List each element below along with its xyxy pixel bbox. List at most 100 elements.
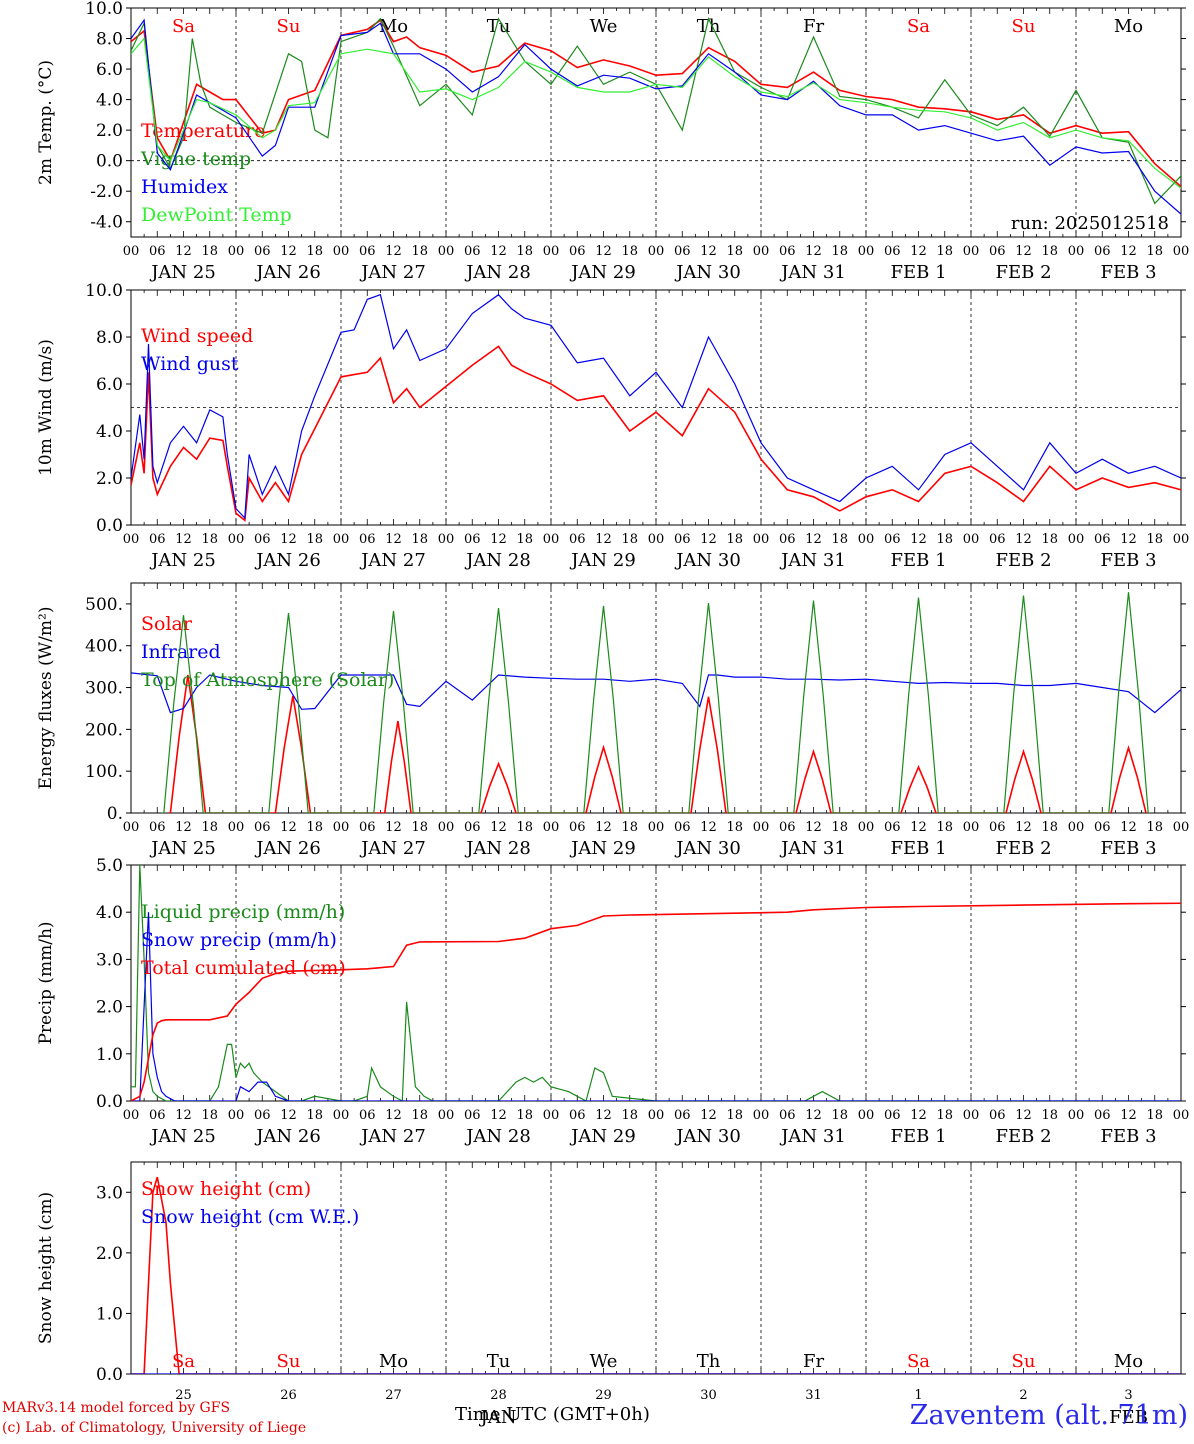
x-hour-label: 06 — [569, 1108, 586, 1123]
x-day-label: JAN 29 — [569, 1126, 636, 1147]
x-hour-label: 00 — [1068, 1108, 1085, 1123]
x-hour-label: 12 — [595, 1108, 612, 1123]
x-hour-label: 00 — [858, 820, 875, 835]
x-day-number: 25 — [175, 1388, 192, 1403]
x-hour-label: 18 — [516, 532, 533, 547]
panel-1: 10.0 8.0 6.0 4.0 2.0 0.0 -2.0 -4.0 2m Temp. (°C)… — [36, 0, 1189, 283]
x-hour-label: 00 — [438, 820, 455, 835]
x-hour-label: 00 — [858, 532, 875, 547]
y-tick-label: 0.0 — [96, 1092, 123, 1112]
y-tick-label: 400. — [85, 637, 123, 657]
x-hour-label: 18 — [1146, 532, 1163, 547]
x-hour-label: 12 — [490, 532, 507, 547]
y-tick-label: 2.0 — [96, 121, 123, 141]
weekday-label: Mo — [1114, 16, 1143, 37]
x-day-number: 2 — [1019, 1388, 1027, 1403]
x-hour-label: 00 — [858, 244, 875, 259]
x-day-label: JAN 26 — [254, 1126, 321, 1147]
x-hour-label: 06 — [254, 1108, 271, 1123]
y-axis-label: 10m Wind (m/s) — [36, 339, 56, 476]
x-hour-label: 18 — [726, 820, 743, 835]
series-vigne-temp-line — [131, 16, 1181, 205]
x-day-label: JAN 30 — [674, 838, 741, 859]
y-tick-label: 100. — [85, 762, 123, 782]
x-day-label: JAN 25 — [149, 838, 216, 859]
x-day-number: 1 — [914, 1388, 922, 1403]
legend-series-infrared: Infrared — [141, 641, 221, 663]
x-hour-label: 06 — [149, 1108, 166, 1123]
x-hour-label: 12 — [910, 532, 927, 547]
x-day-number: 26 — [280, 1388, 297, 1403]
x-hour-label: 06 — [359, 820, 376, 835]
x-day-label: JAN 25 — [149, 1126, 216, 1147]
x-month-label: JAN — [479, 1407, 517, 1428]
x-hour-label: 00 — [1068, 820, 1085, 835]
x-day-number: 28 — [490, 1388, 507, 1403]
x-hour-label: 00 — [228, 532, 245, 547]
x-hour-label: 06 — [1094, 244, 1111, 259]
x-hour-label: 18 — [726, 1108, 743, 1123]
series-snow-precip-mm-h-line — [131, 912, 1181, 1101]
x-hour-label: 06 — [1094, 1108, 1111, 1123]
y-tick-label: 8.0 — [96, 30, 123, 50]
x-hour-label: 18 — [516, 820, 533, 835]
x-hour-label: 18 — [306, 244, 323, 259]
x-hour-label: 00 — [753, 1108, 770, 1123]
x-day-label: JAN 31 — [779, 838, 846, 859]
x-hour-label: 12 — [595, 532, 612, 547]
y-tick-label: 2.0 — [96, 998, 123, 1018]
x-hour-label: 00 — [753, 820, 770, 835]
series-temperature-line — [131, 19, 1181, 188]
y-tick-label: 3.0 — [96, 950, 123, 970]
weekday-label: Mo — [1114, 1351, 1143, 1372]
x-hour-label: 06 — [989, 532, 1006, 547]
y-tick-label: 0.0 — [96, 152, 123, 172]
legend-series-vigne-temp: Vigne temp — [140, 148, 251, 170]
x-hour-label: 12 — [910, 244, 927, 259]
x-hour-label: 06 — [884, 1108, 901, 1123]
x-hour-label: 06 — [779, 1108, 796, 1123]
x-hour-label: 06 — [674, 820, 691, 835]
x-hour-label: 00 — [228, 244, 245, 259]
x-hour-label: 06 — [1094, 820, 1111, 835]
x-day-label: JAN 27 — [359, 838, 426, 859]
x-hour-label: 12 — [385, 1108, 402, 1123]
y-tick-label: 500. — [85, 595, 123, 615]
x-hour-label: 00 — [648, 820, 665, 835]
x-hour-label: 18 — [621, 820, 638, 835]
x-hour-label: 18 — [831, 532, 848, 547]
x-hour-label: 18 — [516, 1108, 533, 1123]
x-day-label: FEB 1 — [890, 550, 946, 571]
credit-lab: (c) Lab. of Climatology, University of L… — [2, 1420, 307, 1436]
x-hour-label: 18 — [1041, 820, 1058, 835]
legend-series-total-cumulated-cm: Total cumulated (cm) — [141, 957, 346, 979]
legend-series-wind-gust: Wind gust — [141, 353, 239, 375]
x-hour-label: 00 — [963, 244, 980, 259]
x-day-label: FEB 3 — [1100, 262, 1156, 283]
x-hour-label: 12 — [490, 820, 507, 835]
x-day-label: JAN 31 — [779, 262, 846, 283]
series-top-of-atmosphere-solar-line — [161, 592, 1151, 813]
x-hour-label: 18 — [1041, 532, 1058, 547]
y-tick-label: 6.0 — [96, 375, 123, 395]
x-hour-label: 12 — [1015, 244, 1032, 259]
legend-series-humidex: Humidex — [141, 176, 228, 198]
y-tick-label: 0. — [107, 804, 123, 824]
legend-series-temperature: Temperature — [141, 120, 265, 142]
x-day-label: JAN 26 — [254, 838, 321, 859]
x-day-label: JAN 29 — [569, 550, 636, 571]
x-hour-label: 18 — [306, 820, 323, 835]
x-hour-label: 12 — [1120, 1108, 1137, 1123]
legend-series-snow-height-cm-w-e: Snow height (cm W.E.) — [141, 1206, 359, 1228]
x-hour-label: 06 — [779, 820, 796, 835]
y-tick-label: 8.0 — [96, 328, 123, 348]
x-day-label: FEB 2 — [995, 1126, 1051, 1147]
weekday-label: We — [590, 16, 618, 37]
x-hour-label: 12 — [385, 532, 402, 547]
x-hour-label: 06 — [149, 244, 166, 259]
x-hour-label: 00 — [543, 820, 560, 835]
x-hour-label: 06 — [359, 532, 376, 547]
x-day-label: JAN 31 — [779, 550, 846, 571]
x-hour-label: 00 — [333, 244, 350, 259]
